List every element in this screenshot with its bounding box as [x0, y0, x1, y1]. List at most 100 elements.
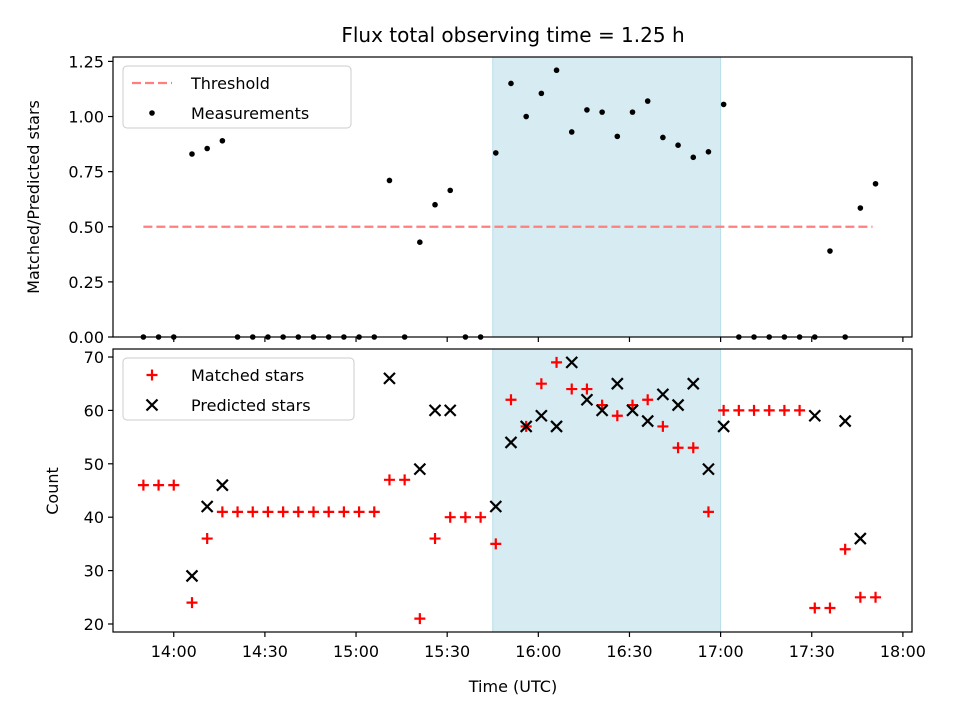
x-tick-label: 18:00	[880, 642, 926, 661]
top-legend-label: Threshold	[190, 74, 270, 93]
bottom-predicted-star-point	[550, 420, 563, 433]
bottom-predicted-star-point	[428, 404, 442, 417]
bottom-predicted-star-point	[200, 500, 214, 513]
bottom-matched-star-point	[854, 591, 866, 603]
top-measurement-point	[705, 149, 712, 155]
bottom-matched-star-point	[153, 479, 165, 491]
bottom-matched-star-point	[444, 511, 456, 523]
bottom-matched-star-point	[323, 506, 335, 518]
bottom-legend-label: Matched stars	[191, 366, 304, 385]
top-measurement-point	[614, 133, 621, 140]
bottom-predicted-star-point	[686, 377, 700, 390]
x-tick-label: 17:00	[698, 642, 744, 661]
bottom-matched-star-point	[733, 404, 745, 416]
top-legend-label: Measurements	[191, 104, 309, 123]
bottom-y-tick-label: 50	[84, 455, 104, 474]
bottom-matched-star-point	[232, 506, 244, 518]
top-measurement-point	[660, 134, 666, 141]
bottom-matched-star-point	[137, 479, 149, 491]
top-measurement-point	[568, 129, 575, 135]
bottom-predicted-star-point	[413, 462, 427, 476]
bottom-legend-box	[122, 357, 355, 421]
top-measurement-point	[204, 145, 210, 152]
bottom-matched-star-point	[794, 404, 806, 416]
bottom-matched-star-point	[611, 410, 623, 422]
bottom-matched-star-point	[292, 506, 304, 518]
bottom-predicted-star-point	[838, 414, 852, 428]
bottom-y-tick-label: 70	[84, 348, 104, 367]
top-measurement-point	[432, 201, 438, 208]
x-tick-label: 14:00	[151, 642, 197, 661]
bottom-predicted-star-point	[641, 414, 654, 428]
bottom-predicted-star-point	[185, 569, 199, 583]
x-axis-label: Time (UTC)	[468, 677, 557, 696]
top-panel-ylabel: Matched/Predicted stars	[24, 100, 43, 294]
chart-title: Flux total observing time = 1.25 h	[341, 23, 684, 47]
bottom-predicted-star-point	[535, 409, 548, 423]
bottom-matched-star-point	[201, 533, 213, 545]
top-measurement-point	[629, 109, 636, 115]
bottom-predicted-star-point	[489, 500, 503, 513]
top-measurement-point	[644, 98, 651, 104]
highlight-span-bottom	[492, 348, 722, 633]
top-panel-border	[112, 56, 913, 338]
top-y-tick-label: 0.50	[68, 218, 104, 237]
bottom-matched-star-point	[475, 511, 487, 523]
bottom-matched-star-point	[383, 474, 395, 486]
bottom-matched-star-point	[581, 383, 593, 395]
bottom-panel-border	[112, 348, 913, 633]
x-tick-label: 15:30	[424, 642, 470, 661]
bottom-matched-star-point	[277, 506, 289, 518]
bottom-matched-star-point	[596, 399, 608, 411]
bottom-predicted-star-point	[216, 478, 229, 492]
bottom-predicted-star-point	[443, 404, 457, 417]
bottom-predicted-star-point	[656, 388, 670, 401]
top-y-tick-label: 1.25	[68, 52, 104, 71]
bottom-predicted-star-point	[595, 404, 609, 417]
top-measurement-point	[538, 90, 545, 97]
top-legend-box	[122, 65, 352, 129]
top-legend-measurement-swatch	[149, 110, 155, 116]
bottom-matched-star-point	[824, 602, 836, 614]
bottom-matched-star-point	[338, 506, 350, 518]
top-measurement-point	[553, 67, 560, 74]
highlight-span-top	[492, 56, 722, 338]
top-measurement-point	[386, 177, 393, 184]
bottom-matched-star-point	[353, 506, 365, 518]
top-measurement-point	[508, 80, 514, 87]
top-measurement-point	[219, 137, 226, 144]
top-measurement-point	[857, 205, 864, 211]
bottom-predicted-star-point	[671, 398, 685, 412]
bottom-y-tick-label: 40	[84, 508, 104, 527]
bottom-matched-star-point	[490, 538, 502, 550]
bottom-predicted-star-point	[504, 436, 518, 449]
bottom-matched-star-point	[414, 613, 426, 625]
bottom-matched-star-point	[566, 383, 578, 395]
top-measurement-point	[720, 101, 727, 108]
bottom-predicted-star-point	[854, 532, 867, 545]
bottom-matched-star-point	[809, 602, 821, 614]
top-measurement-point	[827, 248, 833, 254]
bottom-matched-star-point	[748, 404, 760, 416]
bottom-y-tick-label: 20	[84, 615, 104, 634]
bottom-matched-star-point	[687, 442, 699, 454]
bottom-matched-star-point	[186, 597, 198, 609]
bottom-matched-star-point	[702, 506, 714, 518]
top-measurement-point	[690, 154, 697, 161]
bottom-predicted-star-point	[580, 393, 594, 407]
bottom-matched-star-point	[399, 474, 411, 486]
top-measurement-point	[675, 142, 681, 148]
bottom-predicted-star-point	[565, 356, 579, 369]
bottom-matched-star-point	[308, 506, 320, 518]
bottom-panel-ylabel: Count	[43, 467, 62, 515]
top-measurement-point	[523, 113, 529, 120]
bottom-matched-star-point	[870, 591, 882, 603]
top-y-tick-label: 0.25	[68, 273, 104, 292]
bottom-legend-predicted-swatch	[145, 398, 159, 412]
bottom-predicted-star-point	[611, 377, 624, 390]
bottom-legend-label: Predicted stars	[191, 396, 311, 415]
bottom-matched-star-point	[535, 378, 547, 390]
top-measurement-point	[872, 180, 879, 187]
top-measurement-point	[599, 109, 605, 115]
